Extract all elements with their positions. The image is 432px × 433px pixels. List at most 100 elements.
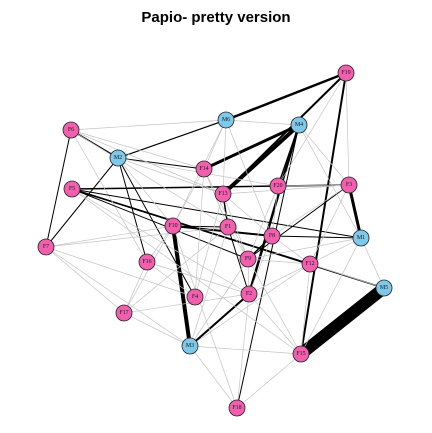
node-label: F4 bbox=[192, 294, 198, 300]
edge-M6-F14 bbox=[203, 119, 227, 170]
node-label: F5 bbox=[69, 186, 75, 192]
node-circle bbox=[375, 279, 393, 297]
edge-M4-F18 bbox=[236, 124, 300, 409]
node-f6: F6 bbox=[62, 121, 80, 139]
node-m6: M6 bbox=[217, 111, 235, 129]
edge-F7-F17 bbox=[45, 246, 125, 314]
node-label: F12 bbox=[305, 261, 314, 267]
edge-F5-F15 bbox=[71, 188, 302, 355]
node-m3: M3 bbox=[181, 337, 199, 355]
node-label: M6 bbox=[222, 117, 230, 123]
node-label: F20 bbox=[273, 183, 282, 189]
edge-M4-F2 bbox=[247, 123, 301, 296]
diagram-title: Papio- pretty version bbox=[141, 9, 291, 26]
edge-F18-F15 bbox=[236, 353, 302, 409]
node-m2: M2 bbox=[109, 149, 127, 167]
node-circle bbox=[352, 229, 370, 247]
node-f16: F16 bbox=[138, 253, 156, 271]
node-label: F17 bbox=[119, 310, 128, 316]
node-circle bbox=[186, 288, 204, 306]
node-label: F10 bbox=[168, 223, 177, 229]
node-label: F18 bbox=[232, 405, 241, 411]
node-label: M5 bbox=[380, 285, 388, 291]
node-label: F7 bbox=[43, 244, 49, 250]
node-f7: F7 bbox=[37, 238, 55, 256]
node-label: F16 bbox=[142, 259, 151, 265]
node-circle bbox=[63, 180, 81, 198]
node-circle bbox=[181, 337, 199, 355]
node-f2: F2 bbox=[240, 285, 258, 303]
edge-layer bbox=[45, 71, 390, 409]
edge-F20-F9 bbox=[247, 185, 279, 260]
edge-F19-F20 bbox=[277, 72, 347, 187]
edge-M6-F13 bbox=[222, 119, 227, 195]
node-m5: M5 bbox=[375, 279, 393, 297]
edge-F13-F8 bbox=[222, 193, 273, 237]
node-label: F14 bbox=[199, 166, 208, 172]
edge-F20-F3 bbox=[277, 184, 350, 187]
edge-F6-F14 bbox=[70, 129, 205, 170]
node-circle bbox=[337, 64, 355, 82]
node-f5: F5 bbox=[63, 180, 81, 198]
edge-F16-F2 bbox=[146, 261, 250, 295]
node-circle bbox=[37, 238, 55, 256]
edge-M5-M1 bbox=[360, 237, 385, 289]
edge-F4-F13 bbox=[194, 193, 224, 298]
node-circle bbox=[219, 218, 237, 236]
node-circle bbox=[269, 177, 287, 195]
edge-F17-F16 bbox=[123, 261, 148, 314]
edge-F15-F2 bbox=[248, 293, 302, 355]
edge-F8-M1 bbox=[271, 235, 362, 239]
node-label: M3 bbox=[186, 343, 194, 349]
edge-F12-M1 bbox=[309, 237, 362, 265]
edge-M6-F19 bbox=[224, 71, 348, 122]
edge-F9-M1 bbox=[247, 237, 362, 260]
node-label: F9 bbox=[245, 256, 251, 262]
edge-M6-M2 bbox=[117, 119, 227, 159]
node-label: F1 bbox=[225, 224, 231, 230]
edge-M2-F13 bbox=[117, 157, 224, 195]
edge-M4-F20 bbox=[277, 124, 300, 187]
edge-F14-F9 bbox=[203, 168, 249, 260]
edge-F1-F2 bbox=[227, 226, 250, 295]
node-circle bbox=[109, 149, 127, 167]
node-circle bbox=[239, 250, 257, 268]
edge-F4-F16 bbox=[146, 261, 196, 298]
edge-F7-F10 bbox=[45, 225, 174, 248]
edge-F6-F7 bbox=[45, 129, 72, 248]
node-label: F2 bbox=[246, 291, 252, 297]
edge-M3-F9 bbox=[189, 258, 249, 347]
edge-F13-F3 bbox=[222, 184, 350, 195]
edge-M4-F14 bbox=[202, 123, 301, 171]
edge-M2-F10 bbox=[117, 157, 174, 227]
edge-F19-F13 bbox=[222, 72, 347, 195]
edge-F7-F4 bbox=[45, 246, 196, 298]
edge-M6-F8 bbox=[225, 119, 273, 237]
edge-F4-F14 bbox=[194, 168, 205, 298]
edge-F12-M3 bbox=[189, 263, 311, 347]
node-m4: M4 bbox=[290, 116, 308, 134]
node-f20: F20 bbox=[269, 177, 287, 195]
edge-M4-M1 bbox=[298, 124, 362, 239]
edge-F9-F3 bbox=[247, 184, 350, 260]
edge-F6-F13 bbox=[70, 129, 224, 195]
edge-F19-F15 bbox=[300, 72, 347, 355]
node-f12: F12 bbox=[301, 255, 319, 273]
node-f8: F8 bbox=[263, 227, 281, 245]
node-f17: F17 bbox=[115, 304, 133, 322]
edge-M2-F7 bbox=[45, 157, 119, 248]
node-circle bbox=[164, 217, 182, 235]
node-f1: F1 bbox=[219, 218, 237, 236]
edge-F10-M3 bbox=[171, 224, 192, 348]
node-f9: F9 bbox=[239, 250, 257, 268]
node-f10: F10 bbox=[164, 217, 182, 235]
edge-F18-F2 bbox=[236, 293, 250, 409]
edge-M2-F4 bbox=[117, 157, 196, 298]
edge-M6-M4 bbox=[225, 119, 300, 126]
node-circle bbox=[217, 111, 235, 129]
node-circle bbox=[292, 345, 310, 363]
edge-F7-M3 bbox=[45, 246, 191, 347]
edge-F18-F10 bbox=[172, 225, 238, 409]
edge-F3-M1 bbox=[347, 183, 363, 240]
